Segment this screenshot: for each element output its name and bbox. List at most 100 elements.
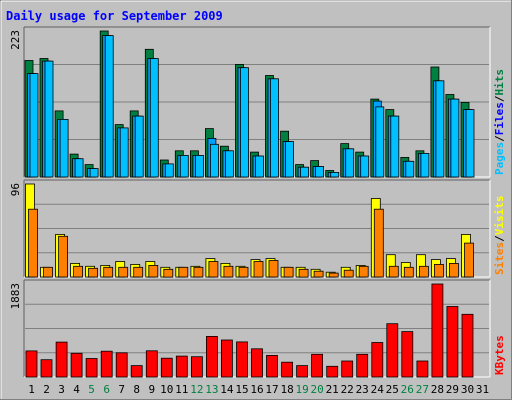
x-tick-label-day-21: 21 [326,383,339,396]
bar-pages-day-19 [300,166,310,178]
x-tick-label-day-12: 12 [190,383,203,396]
bar-sites-day-12 [193,266,204,278]
bar-pages-day-25 [390,115,400,178]
bar-sites-day-2 [43,266,53,278]
bar-kbytes-day-18 [281,361,294,378]
bar-kbytes-day-5 [85,358,98,378]
legend-hits-files-pages: Pages/Files/Hits [493,69,506,175]
bar-kbytes-day-19 [296,365,309,378]
legend-separator: / [493,135,506,142]
legend-entry: Files [493,102,506,135]
x-tick-label-day-13: 13 [205,383,218,396]
bar-sites-day-22 [343,269,354,278]
bar-kbytes-day-16 [251,348,263,378]
bar-sites-day-4 [73,265,83,278]
bar-pages-day-24 [375,106,385,178]
bar-kbytes-day-27 [416,360,429,378]
bar-kbytes-day-25 [386,323,399,378]
x-tick-label-day-4: 4 [73,383,80,396]
x-tick-label-day-2: 2 [43,383,50,396]
bar-kbytes-day-3 [55,341,68,378]
x-tick-label-day-15: 15 [235,383,248,396]
bar-kbytes-day-14 [220,339,233,378]
bar-pages-day-13 [209,143,219,178]
x-tick-label-day-8: 8 [133,383,140,396]
bar-pages-day-21 [330,171,340,178]
bar-pages-day-18 [285,141,295,178]
bar-sites-day-3 [58,235,68,278]
bar-kbytes-day-17 [266,354,278,378]
x-tick-label-day-25: 25 [386,383,399,396]
x-tick-label-day-24: 24 [371,383,385,396]
x-tick-label-day-9: 9 [148,383,155,396]
bar-pages-day-17 [270,78,279,178]
legend-separator: / [493,235,506,242]
y-max-label: 96 [9,183,22,196]
bar-sites-day-15 [238,266,249,278]
bar-kbytes-day-4 [70,352,83,378]
bar-kbytes-day-2 [40,359,53,378]
x-tick-label-day-18: 18 [280,383,293,396]
bar-sites-day-7 [118,266,129,278]
bar-kbytes-day-1 [25,350,38,378]
bar-pages-day-9 [149,58,159,178]
legend-entry: Pages [493,142,506,175]
bar-pages-day-26 [405,160,415,178]
bar-kbytes-day-22 [341,360,354,378]
x-tick-label-day-1: 1 [28,383,35,396]
bar-kbytes-day-21 [326,365,339,378]
bar-kbytes-day-10 [160,357,173,378]
x-tick-label-day-17: 17 [265,383,278,396]
bar-sites-day-30 [464,242,474,278]
bar-pages-day-23 [360,155,370,178]
bar-sites-day-25 [388,265,399,278]
bar-sites-day-5 [88,267,98,278]
bar-sites-day-20 [313,270,324,278]
bar-kbytes-day-12 [190,356,203,378]
x-tick-label-day-10: 10 [160,383,173,396]
bar-pages-day-16 [255,155,264,178]
y-max-label: 223 [9,30,22,50]
bar-sites-day-28 [433,263,444,278]
x-tick-label-day-7: 7 [118,383,125,396]
bar-kbytes-day-9 [145,350,158,378]
bar-pages-day-1 [29,73,39,178]
bar-sites-day-26 [403,266,414,278]
x-tick-label-day-30: 30 [461,383,474,396]
bar-pages-day-22 [345,148,355,178]
legend-entry: Sites [493,242,506,275]
bar-sites-day-11 [178,266,189,278]
x-tick-label-day-19: 19 [295,383,308,396]
bar-kbytes-day-13 [205,335,218,378]
bar-kbytes-day-7 [115,352,128,378]
chart-title: Daily usage for September 2009 [6,9,223,23]
bar-kbytes-day-28 [431,283,444,378]
bar-sites-day-8 [133,266,144,278]
bar-sites-day-23 [358,265,369,278]
bar-pages-day-29 [450,98,460,178]
x-tick-label-day-16: 16 [250,383,263,396]
bar-pages-day-8 [134,115,144,178]
bar-kbytes-day-26 [401,331,414,378]
bar-pages-day-27 [420,152,430,178]
bar-pages-day-30 [465,109,475,178]
bar-pages-day-10 [164,163,174,178]
x-tick-label-day-11: 11 [175,383,188,396]
bar-sites-day-29 [448,262,459,278]
bar-sites-day-27 [418,265,429,278]
x-tick-label-day-29: 29 [446,383,459,396]
bar-sites-day-6 [103,266,114,278]
panel-visits-sites: 96 Sites/Visits [9,179,506,278]
legend-separator: / [493,95,506,102]
legend-kbytes: KBytes [493,335,506,375]
legend-visits-sites: Sites/Visits [493,196,506,276]
bar-kbytes-day-15 [236,341,248,378]
x-tick-label-day-31: 31 [476,383,489,396]
bar-pages-day-14 [224,150,234,178]
legend-entry: Hits [493,69,506,96]
bar-pages-day-4 [74,158,84,178]
x-tick-label-day-28: 28 [431,383,444,396]
bar-pages-day-28 [435,80,445,178]
